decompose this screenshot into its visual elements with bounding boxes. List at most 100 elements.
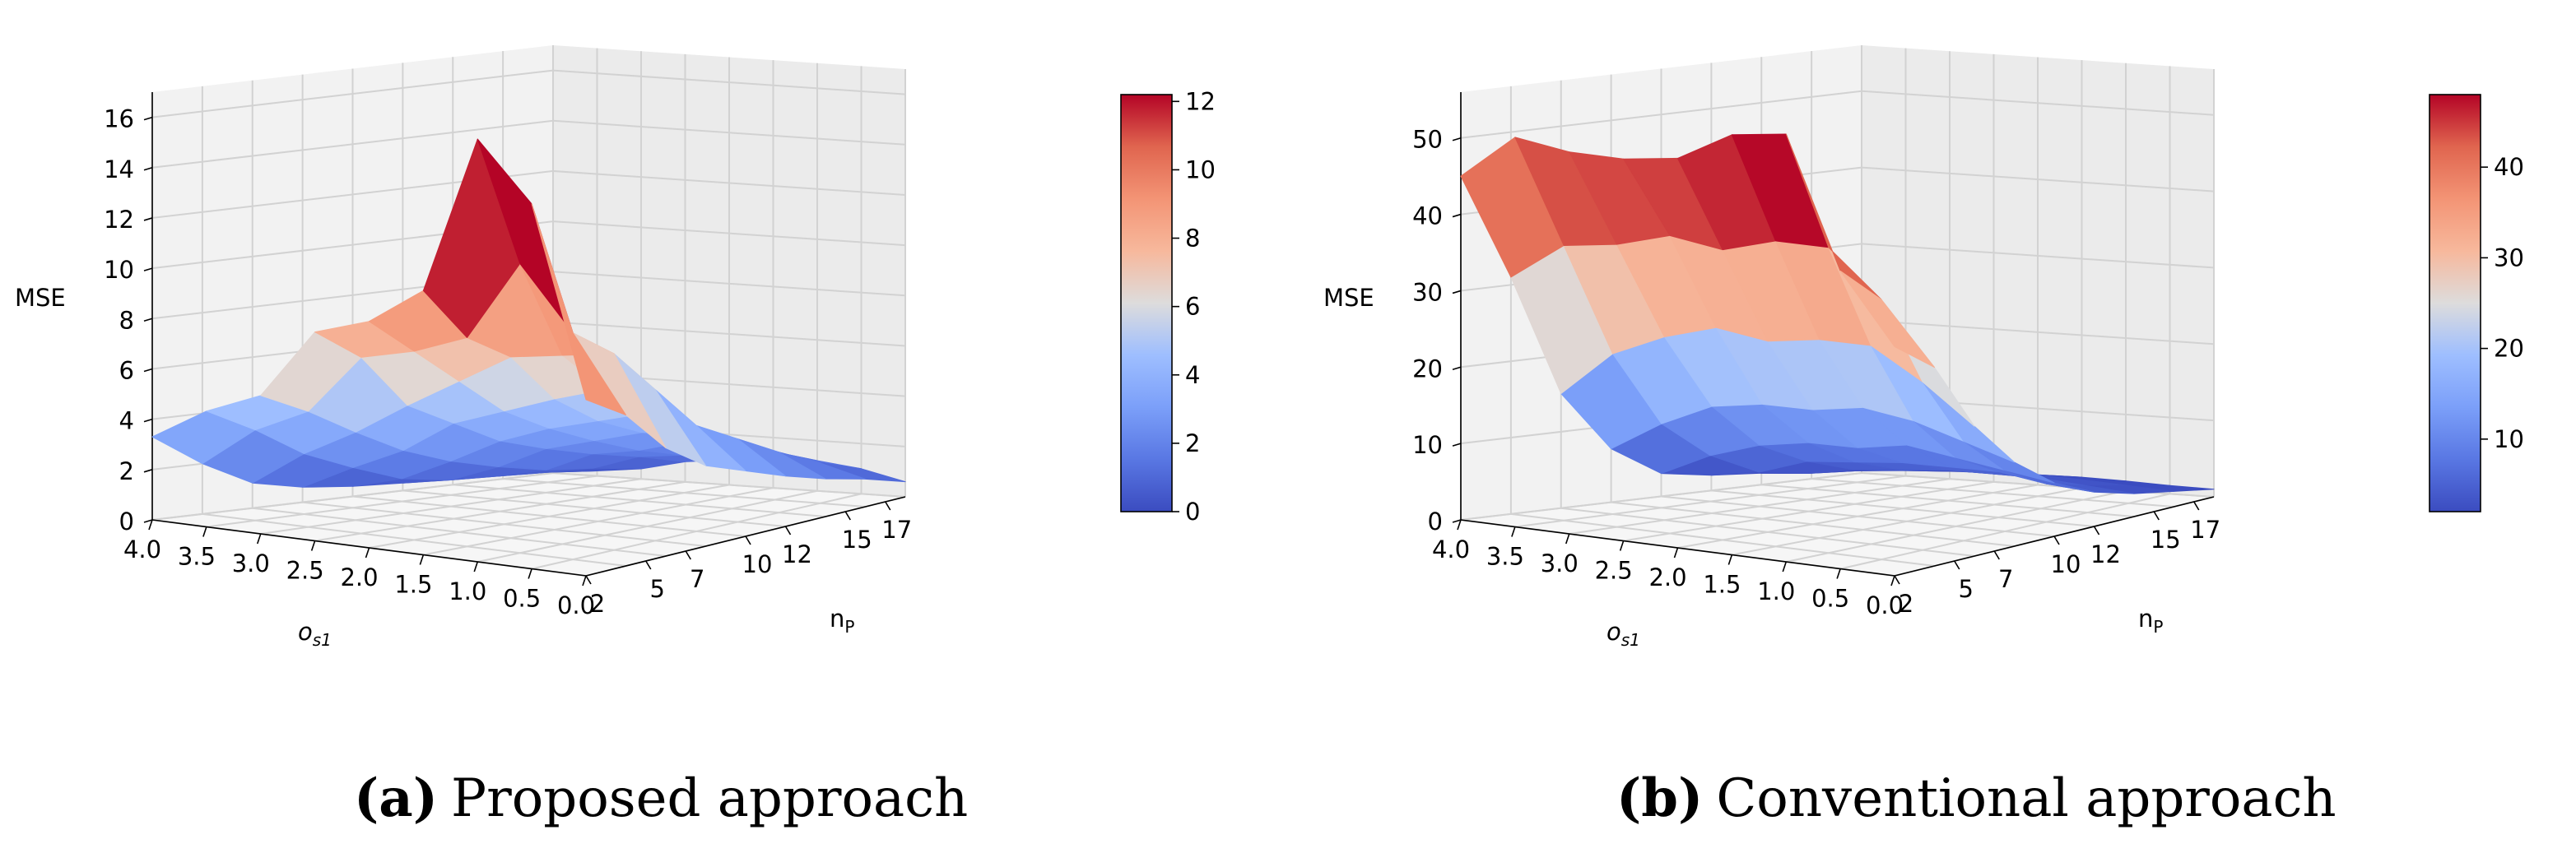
z-tick-mark [1452,443,1462,447]
x-tick-mark [1954,560,1960,570]
z-tick-mark [143,318,153,322]
y-tick-mark [365,547,370,559]
y-tick-label: 3.0 [1541,549,1579,577]
panel-a-caption-label: a [379,767,412,829]
y-tick-label: 4.0 [1432,535,1470,563]
floor-gridline [260,478,642,535]
panel-a-chart: 0 2 4 6 8 10 12 14 16 4.0 3.5 3.0 2.5 2.0 1.5 1.0 0.5 0.0… [15,45,1216,829]
floor-gridline [477,489,818,563]
colorbar-tick-label: 2 [1185,429,1200,457]
y-tick-mark [582,575,587,586]
surface-patch [531,203,626,415]
y-tick-label: 1.5 [394,571,432,599]
x-tick-label: 5 [1959,575,1974,603]
floor-gridline [1786,489,2127,563]
z-tick-mark [143,217,153,221]
x-tick-label: 7 [1998,565,2013,593]
floor-gridline [206,475,598,528]
floor-gridline [314,480,686,542]
panel-a-surface [151,138,906,488]
z-tick-label: 30 [1412,278,1443,306]
colorbar-tick-label: 40 [2494,153,2524,181]
y-tick-mark [1511,526,1516,537]
colorbar-tick-label: 10 [1185,155,1216,183]
z-tick-mark [1452,366,1462,371]
floor-gridline [1732,487,2082,556]
y-tick-label: 2.5 [1595,557,1633,585]
panel-b-x-axis-label: nP [2138,605,2163,637]
x-tick-label: 10 [2051,550,2081,578]
colorbar-tick-label: 8 [1185,225,1200,253]
floor-gridline [1514,475,1906,528]
y-tick-label: 0.0 [557,591,595,619]
z-tick-mark [143,166,153,171]
floor-gridline [1569,478,1951,535]
floor-gridline [1839,493,2170,570]
y-tick-label: 0.0 [1866,591,1904,619]
y-tick-label: 0.5 [503,585,541,613]
x-tick-label: 2 [1899,590,1913,618]
panel-b-surface [1460,133,2215,494]
panel-b-caption: (b) Conventional approach [1616,767,2337,829]
z-tick-mark [1452,290,1462,294]
x-tick-label: 12 [782,540,812,568]
y-tick-mark [1890,575,1895,586]
x-tick-label: 12 [2090,540,2121,568]
z-tick-label: 12 [104,206,134,234]
floor-gridline [423,487,774,556]
panel-b-caption-text: Conventional approach [1716,768,2336,829]
colorbar-tick-label: 0 [1185,498,1200,526]
panel-a-caption-text: Proposed approach [451,768,968,829]
floor-gridline [369,484,730,549]
z-tick-label: 20 [1412,355,1443,382]
x-tick-label: 10 [742,550,773,578]
y-tick-mark [1673,547,1679,559]
colorbar-tick-label: 30 [2494,243,2524,271]
panel-a-y-axis-label: os1 [298,618,332,650]
floor-gridline [1460,472,1862,521]
colorbar-gradient [1120,94,1173,512]
floor-gridline [531,493,862,570]
floor-gridline [151,472,554,521]
x-tick-label: 15 [842,526,872,554]
x-tick-mark [844,511,851,521]
z-tick-mark [1452,519,1462,523]
y-tick-mark [528,568,532,579]
z-tick-label: 14 [104,155,134,183]
x-tick-label: 15 [2151,526,2181,554]
panel-a-z-axis-label: MSE [15,284,66,312]
z-tick-mark [1452,213,1462,218]
colorbar-tick-label: 6 [1185,293,1200,321]
y-tick-label: 0.5 [1811,585,1849,613]
panel-a-x-axis-label: nP [830,605,854,637]
x-tick-label: 7 [690,565,704,593]
x-tick-mark [685,550,691,560]
floor-gridline [1623,480,1994,542]
x-tick-mark [1894,575,1900,585]
panel-b-colorbar: 10 20 30 40 [2429,94,2524,512]
colorbar-tick-label: 4 [1185,361,1200,389]
panel-a-colorbar: 0 2 4 6 8 10 12 [1120,87,1216,526]
z-tick-mark [143,267,153,271]
y-tick-label: 1.0 [449,577,486,605]
x-tick-mark [2193,501,2200,511]
z-tick-mark [143,116,153,121]
z-tick-mark [143,469,153,473]
panel-b-y-axis-label: os1 [1607,618,1640,650]
x-tick-label: 17 [881,516,912,544]
z-tick-label: 16 [104,105,134,133]
z-tick-label: 0 [1428,508,1443,535]
colorbar-tick-label: 10 [2494,425,2524,453]
z-tick-label: 10 [1412,431,1443,459]
x-tick-label: 2 [590,590,605,618]
z-tick-mark [143,368,153,373]
y-tick-label: 1.5 [1703,571,1741,599]
x-tick-label: 17 [2190,516,2220,544]
y-tick-mark [473,561,479,573]
x-tick-mark [2093,526,2100,535]
y-tick-label: 1.0 [1757,577,1795,605]
x-tick-mark [784,526,792,535]
y-tick-mark [419,554,425,565]
panel-b-ticks: 0 10 20 30 40 50 4.0 3.5 3.0 2.5 2.0 1.5 1.0 0.5 0.02 5… [1412,126,2220,619]
